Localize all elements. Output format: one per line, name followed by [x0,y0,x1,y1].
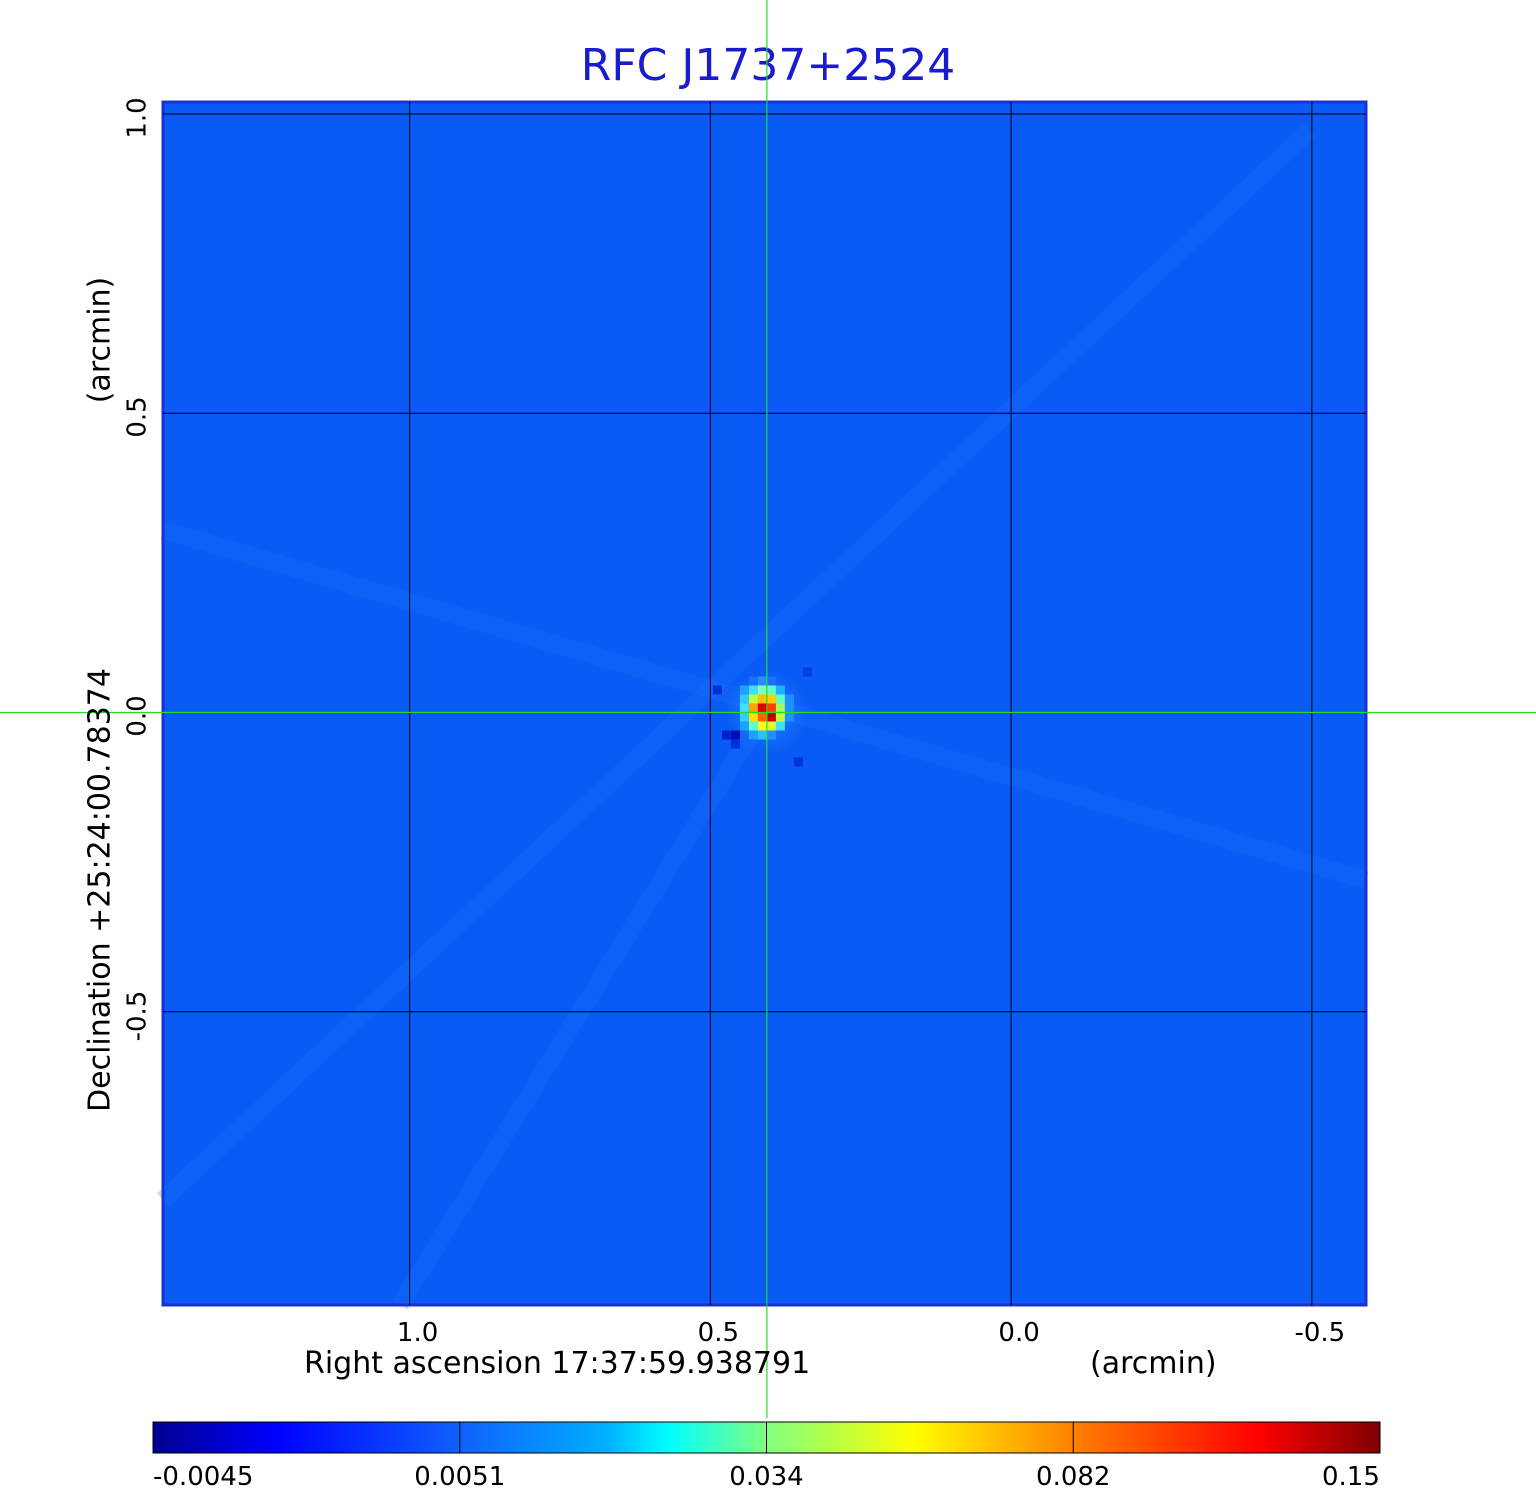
source-pixel [739,703,749,713]
source-pixel [712,685,722,695]
source-pixel [739,694,749,704]
source-pixel [775,712,785,722]
source-pixel [748,721,758,731]
source-pixel [757,676,767,686]
source-pixel [757,685,767,695]
source-pixel [802,667,812,677]
source-pixel [766,712,776,722]
colorbar-tick-label: 0.15 [1322,1462,1380,1492]
map-streak [156,123,1317,1207]
y-tick-label: 1.0 [122,97,153,139]
source-pixel [739,712,749,722]
x-axis-unit: (arcmin) [1090,1346,1217,1381]
source-pixel [766,730,776,740]
source-pixel [766,721,776,731]
chart-title: RFC J1737+2524 [580,40,956,91]
source-pixel [766,685,776,695]
y-tick-label: 0.0 [122,695,153,738]
source-pixel [775,685,785,695]
source-pixel [766,703,776,713]
x-tick-label: 0.0 [998,1318,1040,1348]
colorbar-tick-label: -0.0045 [153,1462,254,1492]
y-tick-label: -0.5 [122,990,153,1042]
y-tick-label: 0.5 [122,396,153,438]
source-pixel [730,739,740,749]
source-pixel [730,730,740,740]
y-axis-label: Declination +25:24:00.78374 [82,668,118,1112]
source-pixel [757,703,767,713]
colorbar-tick-label: 0.034 [729,1462,804,1492]
source-pixel [757,721,767,731]
source-pixel [757,730,767,740]
source-pixel [784,712,794,722]
source-pixel [748,694,758,704]
source-pixel [748,712,758,722]
x-tick-label: 1.0 [396,1318,439,1348]
source-pixel [748,676,758,686]
x-tick-label: -0.5 [1294,1318,1346,1348]
plot-frame [161,100,1368,1307]
y-axis-unit: (arcmin) [82,276,118,404]
source-pixel [784,703,794,713]
source-pixel [748,685,758,695]
source-pixel [766,676,776,686]
map-streak [392,715,768,1310]
source-pixel [775,694,785,704]
source-pixel [784,694,794,704]
colorbar-tick-label: 0.0051 [414,1462,506,1492]
source-pixel [748,703,758,713]
source-pixel [739,685,749,695]
x-axis-label: Right ascension 17:37:59.938791 [304,1346,811,1381]
source-pixel [757,712,767,722]
source-pixel [775,703,785,713]
source-pixel [766,694,776,704]
source-pixel [757,694,767,704]
source-pixel [775,721,785,731]
colorbar-tick-label: 0.082 [1036,1462,1111,1492]
x-tick-label: 0.5 [697,1318,740,1348]
source-pixel [793,757,803,767]
source-pixel [748,730,758,740]
source-pixel [739,721,749,731]
source-pixel [721,730,731,740]
